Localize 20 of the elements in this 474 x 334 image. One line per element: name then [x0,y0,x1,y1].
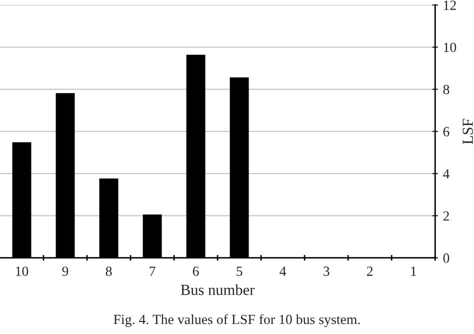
y-axis-title: LSF [462,118,473,144]
x-tick-label: 3 [324,266,330,276]
x-tick-label: 9 [62,266,68,276]
x-tick-label: 4 [280,266,286,276]
x-tick-label: 5 [236,266,242,276]
x-tick-label: 10 [16,266,28,276]
x-tick-label: 1 [411,266,416,276]
y-tick-label: 10 [444,42,456,52]
x-tick-label: 2 [367,266,373,276]
caption: Fig. 4. The values of LSF for 10 bus system. [114,314,360,328]
x-tick-label: 8 [106,266,112,276]
y-tick-label: 12 [444,0,456,10]
x-axis-title: Bus number [180,284,255,296]
x-tick-label: 6 [192,266,199,276]
x-tick-label: 7 [150,266,156,276]
y-tick-label: 8 [443,84,450,94]
y-tick-label: 6 [443,127,450,136]
y-tick-label: 4 [443,169,450,178]
y-tick-label: 2 [443,211,449,221]
y-tick-label: 0 [443,253,450,263]
